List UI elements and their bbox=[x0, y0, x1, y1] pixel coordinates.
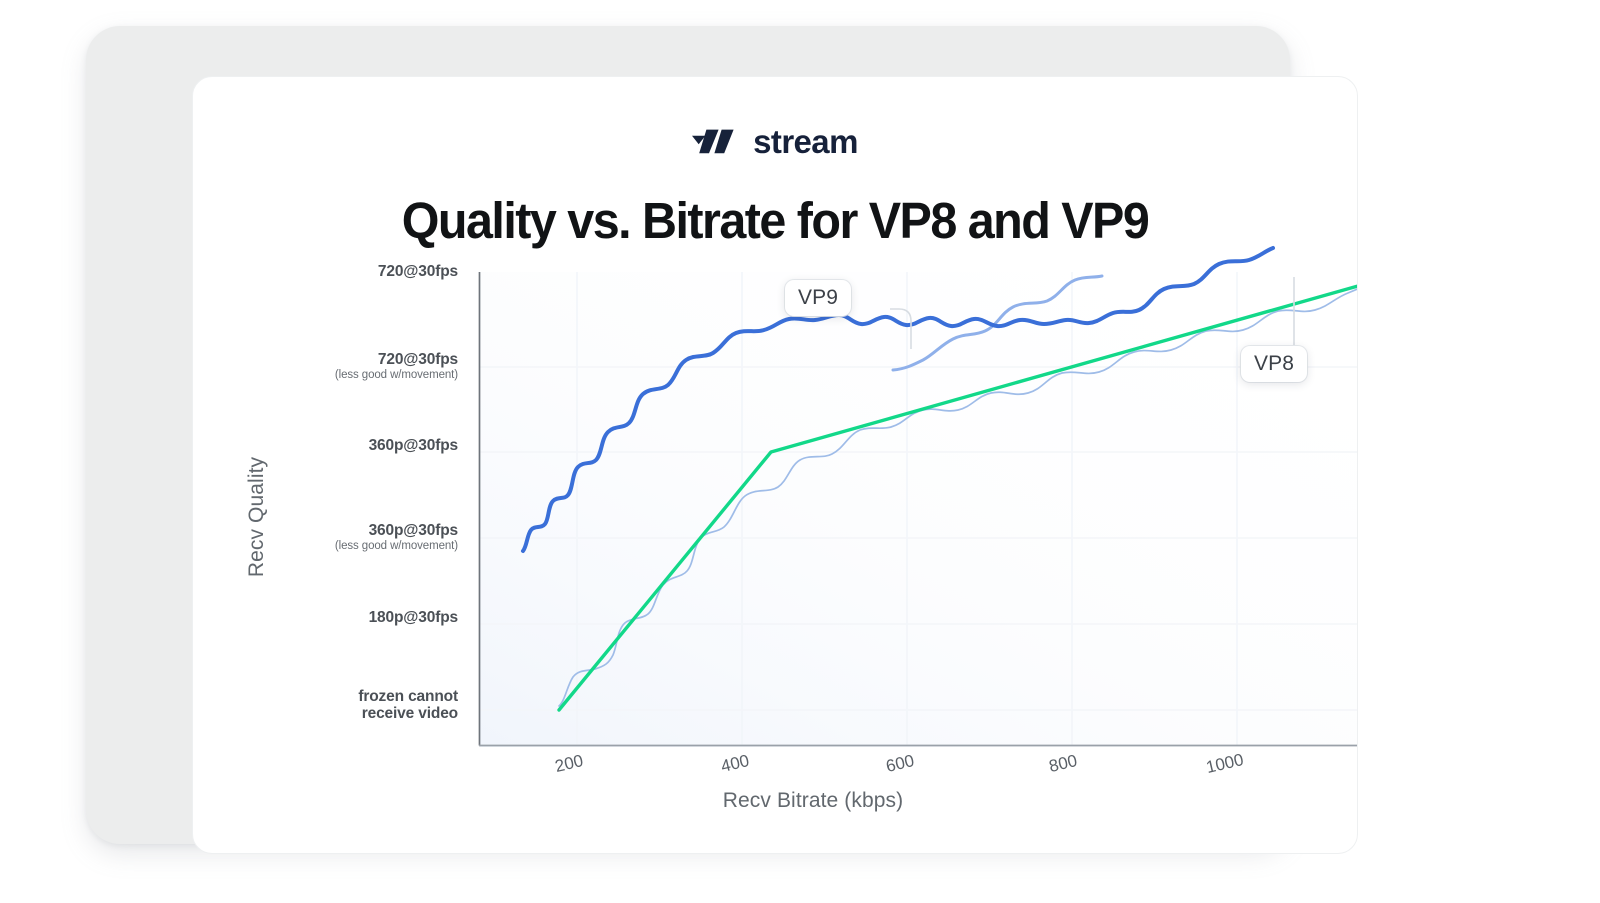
y-tick-4-main: 180p@30fps bbox=[368, 609, 459, 626]
y-tick-3-main: 360p@30fps bbox=[368, 522, 459, 539]
callout-vp9-leader bbox=[890, 308, 912, 349]
y-tick-3-sub: (less good w/movement) bbox=[334, 540, 458, 553]
plot-background bbox=[480, 272, 1357, 747]
annotation-vp8[interactable]: VP8 bbox=[1241, 346, 1307, 383]
annotation-vp8-label: VP8 bbox=[1254, 352, 1294, 375]
y-tick-3: 360p@30fps (less good w/movement) bbox=[193, 522, 459, 553]
chart-card: stream Quality vs. Bitrate for VP8 and V… bbox=[192, 76, 1358, 854]
grid-horizontal bbox=[480, 366, 1357, 711]
annotation-vp9[interactable]: VP9 bbox=[785, 280, 851, 317]
y-tick-5-sub: receive video bbox=[361, 705, 458, 723]
y-axis-title: Recv Quality bbox=[245, 456, 268, 578]
grid-vertical bbox=[576, 272, 1238, 745]
brand-name: stream bbox=[753, 123, 858, 160]
page-title: Quality vs. Bitrate for VP8 and VP9 bbox=[401, 192, 1150, 249]
series-vp8-trend bbox=[557, 284, 1357, 712]
x-tick-400: 400 bbox=[719, 751, 752, 776]
y-tick-0-main: 720@30fps bbox=[377, 263, 458, 280]
x-tick-800: 800 bbox=[1047, 751, 1080, 776]
y-tick-2-main: 360p@30fps bbox=[368, 437, 459, 454]
series-vp8-raw bbox=[558, 288, 1357, 707]
y-tick-5-main: frozen cannot bbox=[358, 688, 458, 705]
y-tick-labels: 720@30fps 720@30fps (less good w/movemen… bbox=[193, 77, 459, 853]
x-tick-1000: 1000 bbox=[1204, 750, 1246, 778]
y-tick-1: 720@30fps (less good w/movement) bbox=[193, 351, 458, 382]
x-tick-200: 200 bbox=[553, 751, 586, 776]
y-tick-2: 360p@30fps bbox=[193, 437, 459, 454]
y-tick-5: frozen cannot receive video bbox=[193, 688, 458, 723]
y-tick-0: 720@30fps bbox=[193, 263, 458, 280]
annotation-vp9-label: VP9 bbox=[798, 286, 838, 309]
series-vp9 bbox=[521, 246, 1275, 553]
stream-logo-icon bbox=[692, 129, 740, 155]
brand-header: stream bbox=[193, 123, 1357, 161]
y-tick-1-main: 720@30fps bbox=[377, 351, 458, 368]
y-tick-4: 180p@30fps bbox=[193, 609, 459, 626]
y-tick-1-sub: (less good w/movement) bbox=[334, 369, 458, 382]
device-frame: stream Quality vs. Bitrate for VP8 and V… bbox=[86, 26, 1358, 854]
x-tick-600: 600 bbox=[884, 751, 917, 776]
chart-plot-area: 720@30fps 720@30fps (less good w/movemen… bbox=[193, 77, 1357, 853]
series-vp9-light bbox=[891, 274, 1104, 372]
x-axis-title: Recv Bitrate (kbps) bbox=[722, 789, 904, 812]
x-tick-labels: 200 400 600 800 1000 1200 bbox=[193, 77, 1357, 853]
